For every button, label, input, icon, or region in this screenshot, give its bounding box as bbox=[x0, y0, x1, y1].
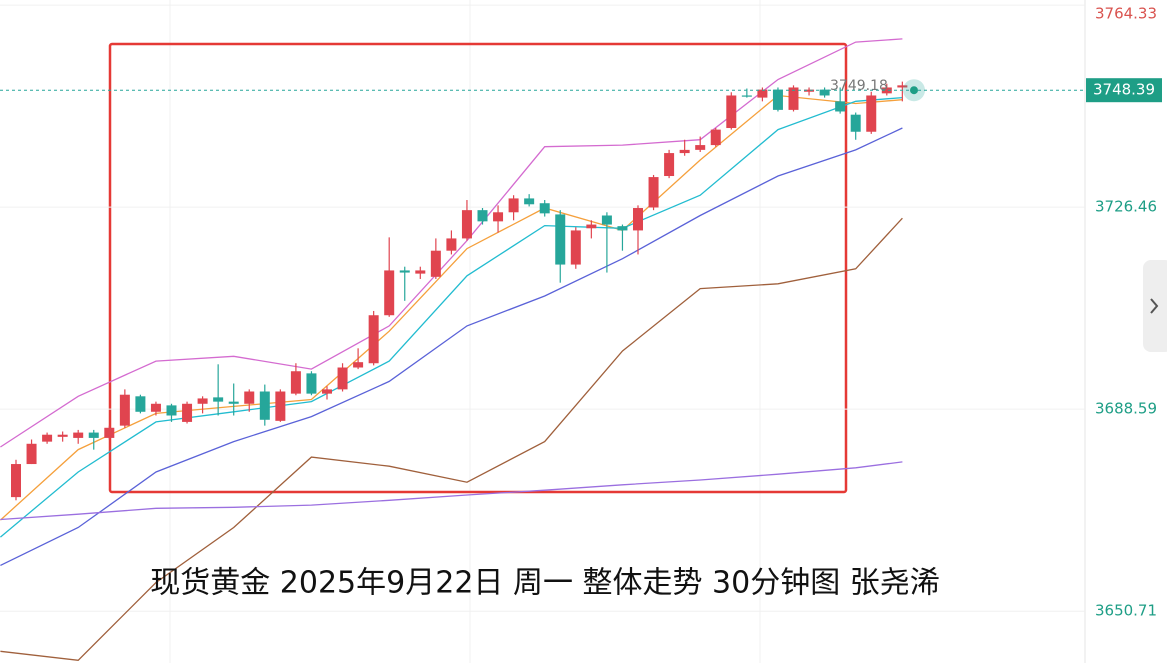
candle-body bbox=[368, 315, 379, 364]
candle-body bbox=[104, 427, 115, 438]
candle-body bbox=[88, 432, 99, 438]
candle-body bbox=[166, 405, 177, 416]
candle-body bbox=[555, 214, 566, 265]
candle-body bbox=[461, 210, 472, 239]
candle-body bbox=[135, 396, 146, 412]
candle-body bbox=[819, 89, 830, 96]
caption: 现货黄金 2025年9月22日 周一 整体走势 30分钟图 张尧浠 bbox=[150, 566, 939, 601]
candle-body bbox=[664, 153, 675, 177]
candle-body bbox=[648, 177, 659, 208]
scroll-button-bg[interactable] bbox=[1143, 260, 1167, 352]
candle-body bbox=[586, 224, 597, 229]
highlight-box bbox=[108, 42, 848, 494]
candle-body bbox=[306, 373, 317, 394]
plot: 3749.18 bbox=[0, 4, 1085, 661]
candle-body bbox=[493, 212, 504, 222]
candle-body bbox=[524, 198, 535, 205]
candle-body bbox=[57, 434, 68, 437]
candle-body bbox=[322, 389, 332, 394]
candle-body bbox=[726, 95, 737, 129]
chevron-icon[interactable] bbox=[1150, 298, 1159, 314]
price-label: 3748.39 bbox=[1093, 81, 1155, 99]
high-annotation: 3749.18 bbox=[830, 78, 888, 94]
candle-body bbox=[337, 367, 348, 390]
candle-body bbox=[26, 443, 37, 465]
y-tick-label: 3650.71 bbox=[1095, 602, 1157, 620]
candle-body bbox=[399, 270, 410, 273]
candle-body bbox=[835, 101, 846, 112]
candle-body bbox=[228, 401, 239, 404]
candle-body bbox=[539, 203, 550, 214]
candle-body bbox=[384, 270, 395, 316]
indicator-line bbox=[0, 96, 903, 538]
candle-body bbox=[11, 464, 21, 498]
candle-body bbox=[881, 87, 892, 94]
candle-body bbox=[290, 371, 301, 394]
y-tick-label: 3726.46 bbox=[1095, 198, 1157, 216]
candle-body bbox=[477, 210, 488, 222]
scroll-button[interactable] bbox=[1143, 260, 1167, 352]
candle-body bbox=[430, 250, 441, 277]
candle-body bbox=[244, 391, 255, 404]
candle-body bbox=[695, 145, 706, 150]
candle-body bbox=[508, 198, 519, 213]
candle-body bbox=[197, 398, 208, 404]
y-tick-label: 3688.59 bbox=[1095, 400, 1157, 418]
candle-body bbox=[213, 397, 224, 402]
candle-body bbox=[353, 362, 364, 368]
candle-body bbox=[415, 270, 426, 274]
candle-body bbox=[804, 89, 815, 92]
candle-body bbox=[119, 394, 130, 426]
candle-body bbox=[757, 89, 768, 98]
candle-body bbox=[772, 89, 783, 110]
candle-body bbox=[741, 95, 752, 97]
candle-body bbox=[275, 391, 286, 421]
candle-body bbox=[897, 85, 908, 88]
candle-body bbox=[42, 434, 53, 442]
candle-body bbox=[570, 230, 581, 265]
candle-body bbox=[850, 114, 861, 132]
candle-body bbox=[73, 432, 84, 438]
candle-body bbox=[259, 391, 270, 420]
candle-body bbox=[446, 238, 457, 251]
candle-body bbox=[617, 226, 628, 231]
candle-body bbox=[633, 208, 643, 231]
candle-body bbox=[182, 403, 193, 422]
candle-body bbox=[710, 129, 721, 146]
candle-body bbox=[866, 95, 877, 132]
indicator-line bbox=[0, 461, 903, 521]
indicator-line bbox=[0, 127, 903, 566]
candle-body bbox=[150, 403, 161, 412]
y-tick-label: 3764.33 bbox=[1095, 5, 1157, 23]
price-dot bbox=[910, 86, 918, 95]
candle-body bbox=[788, 87, 799, 110]
candle-body bbox=[679, 149, 690, 154]
indicator-line bbox=[0, 217, 903, 661]
indicator-line bbox=[0, 38, 903, 448]
candle-body bbox=[601, 215, 612, 225]
price-label-bg bbox=[1086, 78, 1162, 103]
